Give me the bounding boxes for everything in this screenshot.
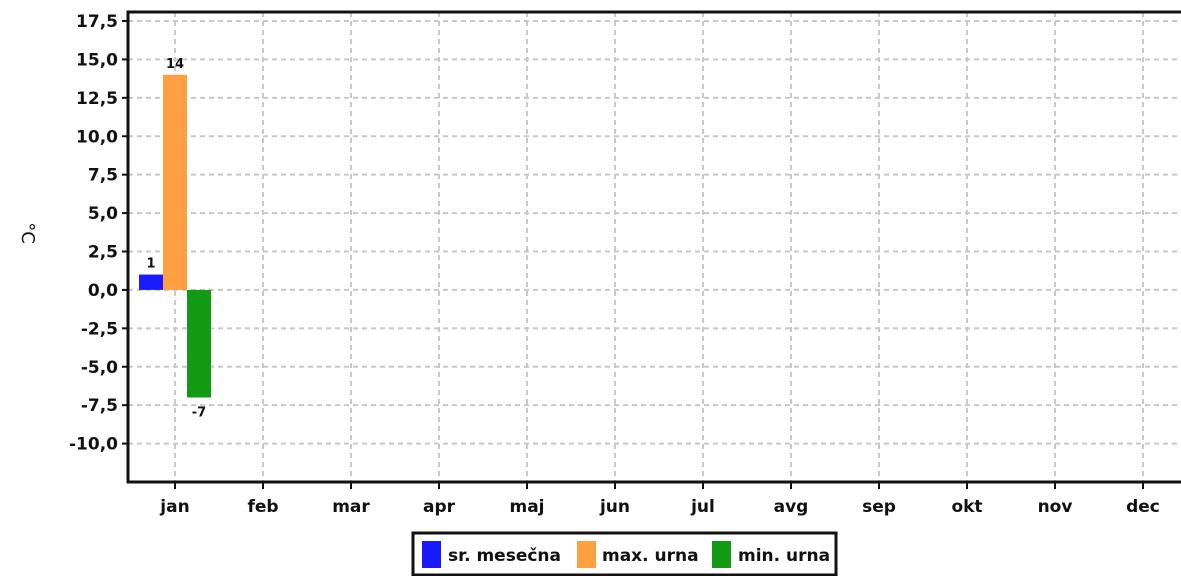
bar-1-jan xyxy=(139,274,163,290)
legend: sr. mesečna max. urna min. urna xyxy=(411,531,838,577)
legend-frame xyxy=(411,531,838,577)
legend-label: max. urna xyxy=(602,546,699,566)
bars xyxy=(139,74,211,398)
bar-3-jan xyxy=(187,289,211,398)
x-tick-label: nov xyxy=(1038,497,1073,517)
y-axis-title: °C xyxy=(17,222,38,244)
legend-swatch xyxy=(577,541,596,568)
x-tick-label: apr xyxy=(423,497,456,517)
y-tick-label: 15,0 xyxy=(76,50,118,70)
y-tick-label: -7,5 xyxy=(81,396,118,416)
y-tick-label: 17,5 xyxy=(76,12,118,32)
y-tick-label: -2,5 xyxy=(81,319,118,339)
x-tick-label: jan xyxy=(159,497,189,517)
bar-2-jan xyxy=(163,74,187,290)
data-label: -7 xyxy=(192,405,206,420)
x-axis: jan feb mar apr maj jun jul avg sep okt nov dec xyxy=(159,482,1160,517)
y-tick-label: 2,5 xyxy=(88,243,118,263)
plot-frame xyxy=(126,10,1181,484)
y-tick-label: 7,5 xyxy=(88,166,118,186)
y-tick-label: -10,0 xyxy=(69,435,118,455)
data-label: 1 xyxy=(146,257,155,272)
x-tick-label: feb xyxy=(247,497,278,517)
y-tick-label: -5,0 xyxy=(81,358,118,378)
x-tick-label: sep xyxy=(862,497,896,517)
x-tick-label: dec xyxy=(1126,497,1160,517)
x-tick-label: avg xyxy=(774,497,809,517)
legend-swatch xyxy=(422,541,441,568)
x-tick-label: maj xyxy=(509,497,544,517)
y-tick-label: 10,0 xyxy=(76,127,118,147)
y-tick-label: 5,0 xyxy=(88,204,118,224)
grid xyxy=(128,12,1181,482)
legend-label: sr. mesečna xyxy=(448,546,561,566)
legend-swatch xyxy=(712,541,731,568)
x-tick-label: jun xyxy=(599,497,630,517)
x-tick-label: okt xyxy=(951,497,982,517)
x-tick-label: jul xyxy=(690,497,715,517)
y-axis: 17,5 15,0 12,5 10,0 7,5 5,0 2,5 0,0 -2,5 -5,0 -7,5… xyxy=(69,12,128,455)
data-labels: 1 14 -7 xyxy=(146,57,206,421)
data-label: 14 xyxy=(166,57,184,72)
y-tick-label: 0,0 xyxy=(88,281,118,301)
x-tick-label: mar xyxy=(332,497,370,517)
legend-label: min. urna xyxy=(738,546,830,566)
y-tick-label: 12,5 xyxy=(76,89,118,109)
